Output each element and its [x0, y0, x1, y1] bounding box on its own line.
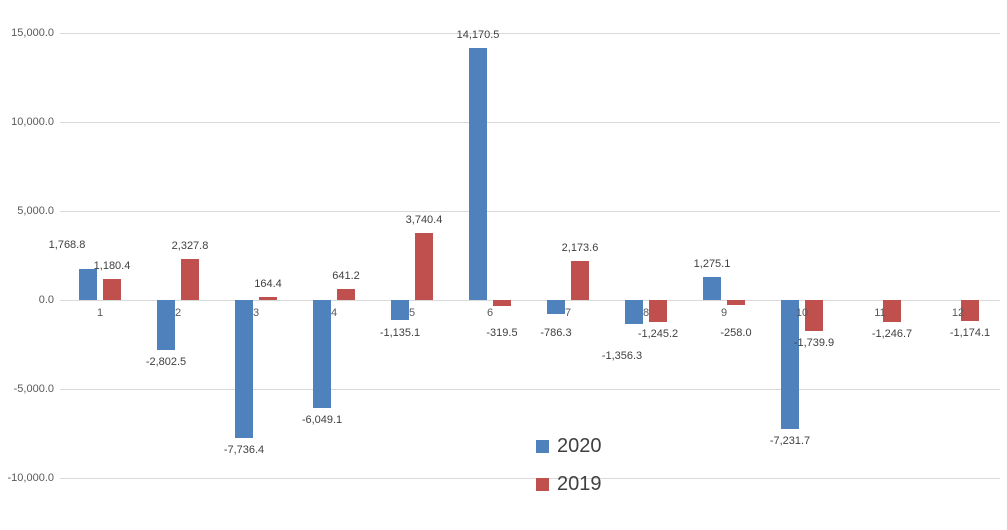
gridline — [60, 300, 1000, 301]
x-tick-label: 12 — [951, 307, 965, 319]
bar-2019-cat-1[interactable] — [103, 279, 121, 300]
bar-2019-cat-12[interactable] — [961, 300, 979, 321]
data-label-2019-cat-8: -1,245.2 — [637, 328, 679, 341]
data-label-2020-cat-5: -1,135.1 — [379, 327, 421, 339]
gridline — [60, 478, 1000, 479]
legend-label-2019: 2019 — [557, 473, 602, 495]
bar-2019-cat-6[interactable] — [493, 300, 511, 306]
legend-item-2019[interactable]: 2019 — [536, 470, 602, 498]
legend-item-2020[interactable]: 2020 — [536, 432, 602, 460]
legend-label-2020: 2020 — [557, 435, 602, 457]
bar-2020-cat-4[interactable] — [313, 300, 331, 408]
legend-swatch-2020-icon — [536, 439, 549, 453]
data-label-2019-cat-11: -1,246.7 — [871, 328, 913, 341]
bar-2020-cat-7[interactable] — [547, 300, 565, 314]
y-tick-label: 5,000.0 — [17, 205, 54, 217]
x-tick-label: 7 — [564, 307, 572, 319]
data-label-2020-cat-6: 14,170.5 — [456, 28, 500, 41]
data-label-2020-cat-3: -7,736.4 — [223, 443, 265, 456]
data-label-2019-cat-7: 2,173.6 — [561, 242, 599, 255]
y-tick-label: -5,000.0 — [13, 383, 54, 395]
x-tick-label: 8 — [642, 307, 650, 319]
data-label-2019-cat-2: 2,327.8 — [171, 239, 209, 252]
data-label-2019-cat-10: -1,739.9 — [793, 337, 835, 349]
data-label-2020-cat-9: 1,275.1 — [693, 258, 731, 271]
data-label-2019-cat-4: 641.2 — [332, 269, 360, 282]
x-tick-label: 4 — [330, 307, 338, 319]
data-label-2020-cat-2: -2,802.5 — [145, 355, 187, 368]
bar-2020-cat-6[interactable] — [469, 47, 487, 300]
data-label-2020-cat-8: -1,356.3 — [601, 350, 643, 363]
data-label-2019-cat-9: -258.0 — [720, 327, 752, 339]
bar-2020-cat-1[interactable] — [79, 268, 97, 300]
bar-2020-cat-2[interactable] — [157, 300, 175, 350]
bar-2020-cat-8[interactable] — [625, 300, 643, 325]
legend-swatch-2019-icon — [536, 477, 549, 491]
bar-2019-cat-5[interactable] — [415, 233, 433, 300]
data-label-2020-cat-1: 1,768.8 — [48, 239, 86, 251]
y-tick-label: -10,000.0 — [7, 472, 54, 484]
data-label-2020-cat-7: -786.3 — [540, 327, 572, 339]
data-label-2019-cat-12: -1,174.1 — [949, 327, 991, 339]
x-tick-label: 2 — [174, 307, 182, 319]
data-label-2019-cat-1: 1,180.4 — [93, 260, 131, 272]
gridline — [60, 33, 1000, 34]
bar-2020-cat-9[interactable] — [703, 277, 721, 300]
y-tick-label: 0.0 — [38, 294, 54, 306]
x-tick-label: 10 — [795, 307, 809, 319]
data-label-2019-cat-5: 3,740.4 — [405, 214, 443, 227]
x-tick-label: 6 — [486, 307, 494, 319]
bar-2020-cat-10[interactable] — [781, 300, 799, 429]
x-tick-label: 3 — [252, 307, 260, 319]
x-tick-label: 1 — [96, 307, 104, 319]
bar-2019-cat-8[interactable] — [649, 300, 667, 323]
bar-2020-cat-5[interactable] — [391, 300, 409, 321]
bar-2019-cat-11[interactable] — [883, 300, 901, 323]
x-tick-label: 11 — [874, 307, 886, 319]
gridline — [60, 211, 1000, 212]
bar-2020-cat-3[interactable] — [235, 300, 253, 438]
data-label-2020-cat-10: -7,231.7 — [769, 434, 811, 447]
x-tick-label: 9 — [720, 307, 728, 319]
data-label-2020-cat-4: -6,049.1 — [301, 413, 343, 426]
x-tick-label: 5 — [408, 307, 416, 319]
bar-2019-cat-3[interactable] — [259, 297, 277, 300]
data-label-2019-cat-3: 164.4 — [254, 278, 282, 291]
data-label-2019-cat-6: -319.5 — [486, 327, 518, 339]
bar-2019-cat-7[interactable] — [571, 261, 589, 300]
y-tick-label: 15,000.0 — [11, 27, 54, 39]
bar-2019-cat-2[interactable] — [181, 258, 199, 300]
bar-2019-cat-9[interactable] — [727, 300, 745, 305]
gridline — [60, 122, 1000, 123]
y-tick-label: 10,000.0 — [11, 116, 54, 128]
bar-2019-cat-4[interactable] — [337, 288, 355, 300]
bar-2019-cat-10[interactable] — [805, 300, 823, 331]
gridline — [60, 389, 1000, 390]
legend: 2020 2019 — [536, 432, 602, 508]
